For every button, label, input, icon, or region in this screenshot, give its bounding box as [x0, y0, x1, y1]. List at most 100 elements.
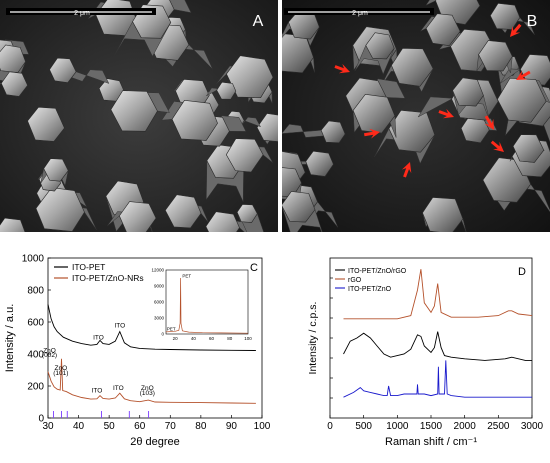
- nanorod-face: [391, 48, 434, 87]
- x-tick-label: 70: [165, 421, 177, 432]
- panel-letter-b: B: [527, 13, 538, 30]
- legend-label: ITO-PET/ZnO-NRs: [72, 273, 144, 283]
- y-tick-label: 1000: [22, 254, 45, 265]
- peak-annotation: ZnO: [55, 365, 68, 372]
- panel-letter-c: C: [250, 262, 258, 274]
- inset-y-tick-label: 6000: [154, 300, 165, 305]
- sem-image-b: 2 μm B: [224, 0, 550, 244]
- red-arrow: [516, 70, 531, 80]
- nanorod-face: [236, 204, 258, 223]
- nanorod-face: [452, 77, 484, 107]
- nanorod-face: [35, 187, 85, 232]
- nanorod-face: [305, 150, 334, 177]
- sem-b-crystals: [224, 0, 550, 244]
- sem-a-canvas: 2 μm A: [0, 0, 298, 257]
- sem-image-a: 2 μm A: [0, 0, 298, 257]
- x-tick-label: 50: [104, 421, 116, 432]
- x-tick-label: 1000: [386, 421, 409, 432]
- x-tick-label: 500: [355, 421, 372, 432]
- x-tick-label: 80: [195, 421, 207, 432]
- peak-annotation: (101): [53, 370, 68, 377]
- y-tick-label: 0: [38, 414, 44, 425]
- raman-chart: 0 500 1000 1500 2000 2500 3000 Raman shift / cm…: [280, 248, 550, 458]
- nanorod-face: [478, 40, 513, 72]
- inset-y-tick-label: 3000: [154, 316, 165, 321]
- inset-frame: [165, 269, 249, 335]
- y-tick-label: 200: [27, 382, 44, 393]
- peak-annotation: ITO: [93, 335, 104, 342]
- y-tick-label: 800: [27, 286, 44, 297]
- legend-label: ITO-PET/ZnO/rGO: [348, 268, 407, 275]
- xrd-chart: 30 40 50 60 70 80 90 100 0 200 400 600 800 1000 2θ deg…: [0, 248, 272, 458]
- nanorod-face: [388, 109, 436, 153]
- x-tick-label: 1500: [420, 421, 443, 432]
- plot-frame: [47, 257, 263, 419]
- peak-annotation: (103): [140, 390, 155, 397]
- nanorod-face: [425, 13, 461, 46]
- x-tick-label: 2500: [487, 421, 510, 432]
- nanorod-face: [225, 138, 264, 173]
- nanorod-face: [27, 106, 65, 142]
- peak-annotation: ZnO: [43, 347, 56, 354]
- nanorod-face: [520, 54, 550, 86]
- panel-letter-d: D: [518, 266, 526, 278]
- nanorod-face: [171, 100, 218, 141]
- x-tick-label: 3000: [521, 421, 544, 432]
- series-line-1: [343, 269, 533, 320]
- y-axis-label: Intensity / c.p.s.: [307, 302, 319, 375]
- red-arrow: [510, 23, 522, 37]
- red-arrow: [334, 63, 350, 74]
- nanorod-face: [216, 81, 237, 100]
- peak-annotation: ITO: [114, 323, 125, 330]
- raman-chart-canvas: 0 500 1000 1500 2000 2500 3000 Raman shift / cm…: [307, 257, 544, 448]
- inset-y-tick-label: 12000: [151, 268, 164, 273]
- red-arrow: [363, 128, 380, 139]
- y-tick-label: 600: [27, 318, 44, 329]
- y-tick-label: 400: [27, 350, 44, 361]
- inset-series-line: [165, 277, 249, 334]
- red-arrows: [334, 23, 531, 178]
- series-line-0: [47, 304, 256, 351]
- nanorod-face: [365, 32, 395, 60]
- series-line-1: [47, 358, 256, 404]
- inset-x-tick-label: 100: [244, 336, 252, 341]
- red-arrow: [438, 108, 454, 119]
- x-tick-label: 40: [73, 421, 85, 432]
- series-line-0: [343, 331, 532, 361]
- inset-annotation: PET: [182, 273, 191, 278]
- inset-x-tick-label: 20: [173, 336, 179, 341]
- red-arrow: [484, 115, 494, 130]
- x-tick-label: 100: [254, 421, 271, 432]
- scale-label-b: 2 μm: [352, 10, 368, 17]
- x-tick-label: 0: [327, 421, 333, 432]
- y-axis-label: Intensity / a.u.: [4, 304, 16, 372]
- nanorod-face: [110, 90, 158, 132]
- x-tick-label: 30: [42, 421, 54, 432]
- sem-a-crystals: [0, 0, 298, 257]
- sem-b-canvas: 2 μm B: [224, 0, 550, 244]
- peak-annotation: (002): [42, 352, 57, 359]
- nanorod-face: [49, 57, 77, 83]
- inset-y-tick-label: 0: [161, 332, 164, 337]
- nanorod-face: [320, 120, 346, 144]
- inset-x-tick-label: 60: [209, 336, 215, 341]
- nanorod-face: [0, 71, 28, 97]
- nanorod-face: [352, 94, 396, 134]
- legend-label: ITO-PET: [72, 262, 105, 272]
- x-tick-label: 2000: [454, 421, 477, 432]
- legend-label: rGO: [348, 277, 362, 284]
- red-arrow: [490, 140, 504, 152]
- peak-annotation: ITO: [113, 385, 124, 392]
- red-arrow: [401, 162, 412, 178]
- nanorod-face: [281, 191, 316, 223]
- nanorod-face: [226, 55, 274, 98]
- peak-annotation: ITO: [92, 387, 103, 394]
- scale-label-a: 2 μm: [74, 10, 90, 17]
- peak-annotation: ZnO: [141, 385, 154, 392]
- panel-letter-a: A: [253, 13, 264, 30]
- nanorod-face: [164, 194, 202, 229]
- inset-x-tick-label: 40: [191, 336, 197, 341]
- legend-label: ITO-PET/ZnO: [348, 286, 392, 293]
- inset-annotation: PET: [167, 326, 176, 331]
